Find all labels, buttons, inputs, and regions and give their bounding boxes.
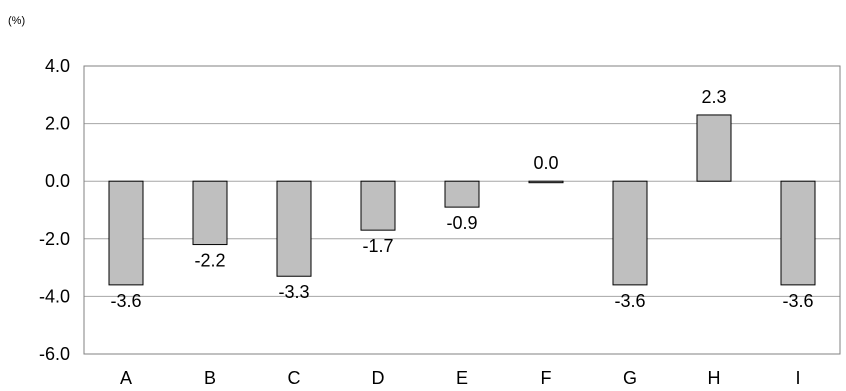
y-axis-unit-label: (%)	[8, 15, 25, 27]
bar-d	[360, 180, 396, 231]
y-tick-label: -6.0	[39, 344, 70, 364]
data-labels: -3.6 -2.2 -3.3 -1.7 -0.9 0.0 -3.6 2.3 -3.6	[110, 87, 813, 311]
x-tick-label: C	[288, 368, 301, 388]
bar-a	[108, 180, 144, 286]
data-label-i: -3.6	[782, 291, 813, 311]
x-tick-label: E	[456, 368, 468, 388]
y-tick-label: 4.0	[45, 56, 70, 76]
data-label-c: -3.3	[278, 282, 309, 302]
plot-area	[83, 65, 841, 355]
bar-g	[612, 180, 648, 286]
x-tick-label: G	[623, 368, 637, 388]
x-tick-label: I	[795, 368, 800, 388]
bar-c	[276, 180, 312, 277]
x-tick-label: A	[120, 368, 132, 388]
bar-f	[528, 180, 564, 184]
y-axis-tick-labels: 4.0 2.0 0.0 -2.0 -4.0 -6.0	[39, 56, 70, 364]
x-tick-label: B	[204, 368, 216, 388]
x-tick-label: F	[541, 368, 552, 388]
data-label-b: -2.2	[194, 251, 225, 271]
y-tick-label: 2.0	[45, 114, 70, 134]
data-label-f: 0.0	[533, 153, 558, 173]
y-tick-label: 0.0	[45, 171, 70, 191]
x-tick-label: H	[708, 368, 721, 388]
data-label-h: 2.3	[701, 87, 726, 107]
x-axis-tick-labels: A B C D E F G H I	[120, 368, 801, 388]
data-label-d: -1.7	[362, 236, 393, 256]
data-label-a: -3.6	[110, 291, 141, 311]
data-label-e: -0.9	[446, 213, 477, 233]
bar-h	[696, 114, 732, 182]
y-tick-label: -2.0	[39, 229, 70, 249]
bar-i	[780, 180, 816, 286]
data-label-g: -3.6	[614, 291, 645, 311]
x-tick-label: D	[372, 368, 385, 388]
bar-b	[192, 180, 228, 246]
bars	[108, 114, 816, 286]
y-tick-label: -4.0	[39, 286, 70, 306]
bar-e	[444, 180, 480, 208]
